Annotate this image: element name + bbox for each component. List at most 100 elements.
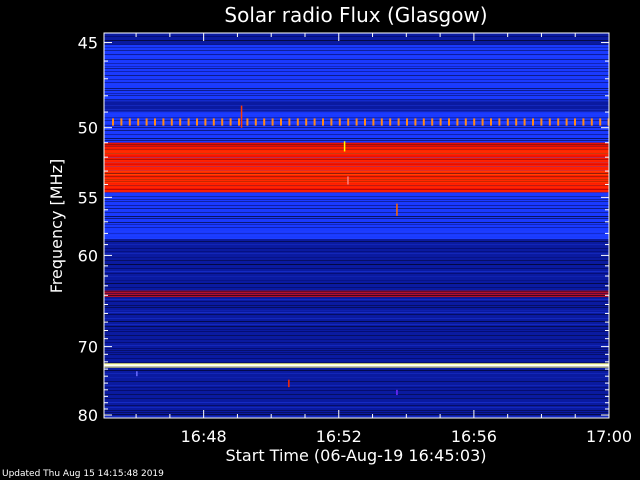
texture-line <box>104 99 609 100</box>
y-tick-label: 55 <box>78 188 98 207</box>
marker-tick <box>456 118 459 126</box>
y-tick-label: 80 <box>78 406 98 425</box>
signal-spike <box>240 105 243 128</box>
band-mid-7 <box>104 192 609 240</box>
high-texture <box>104 178 609 180</box>
texture-line <box>104 414 609 415</box>
y-axis-title: Frequency [MHz] <box>47 159 66 293</box>
texture-line <box>104 146 609 147</box>
marker-tick <box>565 118 568 126</box>
texture-line <box>104 59 609 60</box>
marker-tick <box>582 118 585 126</box>
high-texture <box>104 142 609 144</box>
marker-tick <box>271 118 274 126</box>
marker-tick <box>422 118 425 126</box>
marker-tick <box>305 118 308 126</box>
texture-line <box>104 260 609 261</box>
texture-line <box>104 63 609 64</box>
marker-tick <box>548 118 551 126</box>
signal-spike <box>396 389 398 396</box>
texture-line <box>104 366 609 367</box>
texture-line <box>104 47 609 48</box>
marker-tick <box>364 118 366 126</box>
marker-tick <box>464 118 467 126</box>
texture-line <box>104 88 609 89</box>
high-texture <box>104 183 609 185</box>
texture-line <box>104 36 609 37</box>
texture-line <box>104 44 609 45</box>
texture-line <box>104 222 609 223</box>
marker-tick <box>347 118 350 126</box>
texture-line <box>104 140 609 141</box>
texture-line <box>104 299 609 300</box>
y-tick-label: 60 <box>78 246 98 265</box>
texture-line <box>104 314 609 315</box>
texture-line <box>104 216 609 217</box>
marker-tick <box>540 118 543 126</box>
texture-line <box>104 241 609 242</box>
texture-line <box>104 329 609 330</box>
texture-line <box>104 56 609 57</box>
marker-tick <box>154 118 156 126</box>
marker-tick <box>221 118 224 126</box>
texture-line <box>104 385 609 386</box>
high-texture <box>104 188 609 190</box>
high-texture <box>104 190 609 192</box>
texture-line <box>104 268 609 269</box>
high-texture <box>104 164 609 166</box>
signal-spike <box>347 176 349 185</box>
high-texture <box>104 159 609 161</box>
high-texture <box>104 175 609 177</box>
x-tick-label: 17:00 <box>586 427 632 446</box>
texture-line <box>104 205 609 206</box>
y-tick-label: 50 <box>78 119 98 138</box>
marker-tick <box>590 118 593 126</box>
texture-line <box>104 235 609 236</box>
texture-line <box>104 394 609 395</box>
marker-tick <box>439 118 442 126</box>
band-low-12 <box>104 367 609 418</box>
chart-title: Solar radio Flux (Glasgow) <box>224 3 487 27</box>
texture-line <box>104 410 609 411</box>
texture-line <box>104 238 609 239</box>
texture-line <box>104 352 609 353</box>
texture-line <box>104 208 609 209</box>
texture-line <box>104 412 609 413</box>
texture-line <box>104 95 609 96</box>
texture-line <box>104 280 609 281</box>
plot-frame <box>103 32 610 419</box>
texture-line <box>104 199 609 200</box>
texture-line <box>104 68 609 69</box>
texture-line <box>104 192 609 193</box>
marker-tick <box>187 118 190 126</box>
marker-tick <box>338 118 341 126</box>
marker-tick <box>170 118 173 126</box>
marker-tick <box>355 118 358 126</box>
marker-tick <box>313 118 316 126</box>
texture-line <box>104 271 609 272</box>
marker-tick <box>145 118 148 126</box>
texture-line <box>104 138 609 139</box>
x-tick-label: 16:52 <box>316 427 362 446</box>
texture-line <box>104 358 609 359</box>
texture-line <box>104 201 609 202</box>
texture-line <box>104 90 609 91</box>
texture-line <box>104 398 609 399</box>
marker-tick <box>574 118 576 126</box>
texture-line <box>104 350 609 351</box>
texture-line <box>104 283 609 284</box>
texture-line <box>104 227 609 228</box>
marker-tick <box>448 118 450 126</box>
texture-line <box>104 149 609 150</box>
texture-line <box>104 248 609 249</box>
marker-tick <box>389 118 392 126</box>
marker-tick <box>246 118 249 126</box>
marker-tick <box>406 118 408 126</box>
texture-line <box>104 166 609 167</box>
texture-line <box>104 82 609 83</box>
band-mid-1 <box>104 44 609 101</box>
texture-line <box>104 224 609 225</box>
texture-line <box>104 130 609 131</box>
